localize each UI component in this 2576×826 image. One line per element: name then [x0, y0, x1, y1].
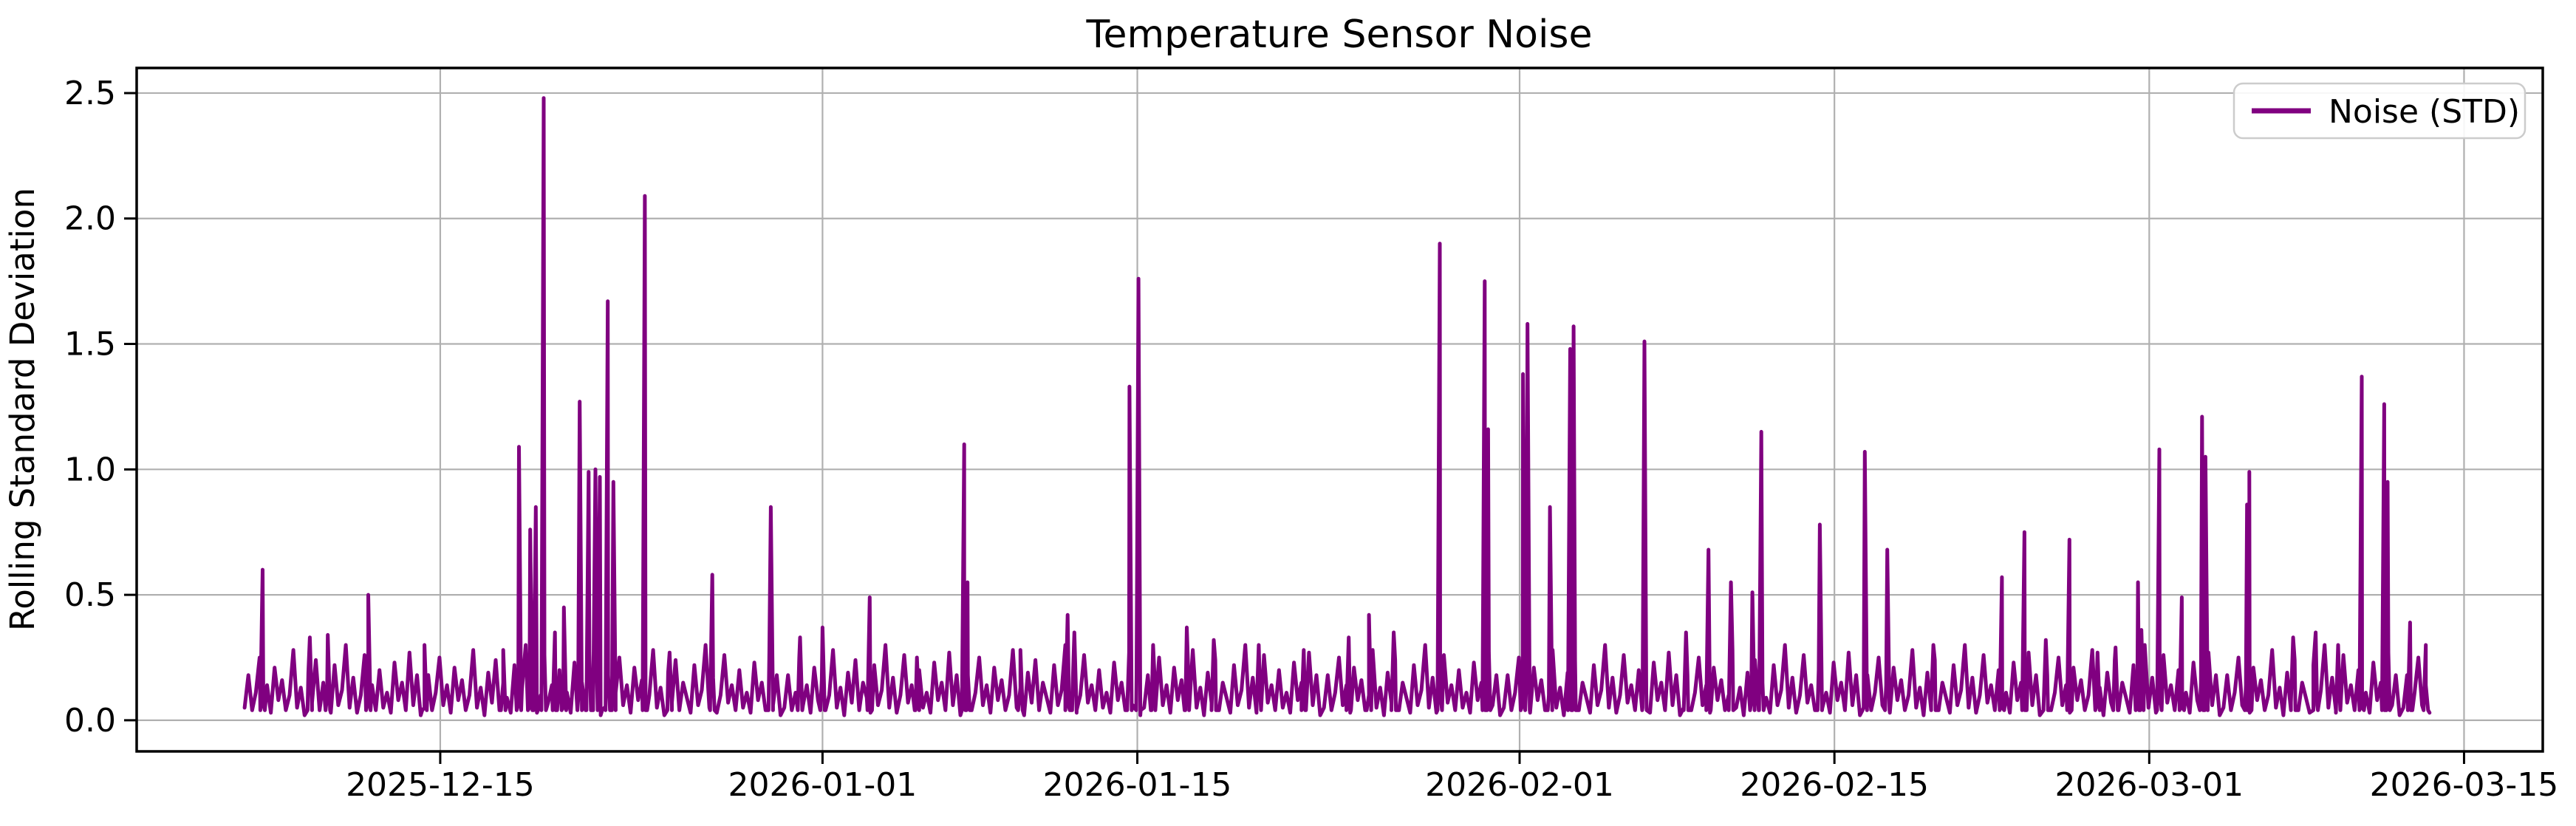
x-tick-label: 2025-12-15 [346, 766, 535, 804]
gridlines [137, 68, 2543, 751]
y-tick-label: 0.0 [64, 702, 116, 740]
chart-title: Temperature Sensor Noise [1086, 13, 1593, 57]
x-tick-label: 2026-02-01 [1425, 766, 1614, 804]
y-tick-label: 1.0 [64, 451, 116, 488]
y-tick-label: 2.0 [64, 200, 116, 238]
y-axis-ticks: 0.0 0.5 1.0 1.5 2.0 2.5 [64, 75, 137, 740]
x-tick-label: 2026-03-01 [2054, 766, 2244, 804]
series-noise-std [242, 96, 2432, 717]
legend-label: Noise (STD) [2329, 93, 2520, 131]
plot-area-border [135, 66, 2544, 753]
legend-box [2232, 82, 2527, 140]
x-tick-label: 2026-02-15 [1740, 766, 1929, 804]
x-tick-label: 2026-01-01 [728, 766, 918, 804]
y-tick-label: 2.5 [64, 75, 116, 112]
y-axis-label: Rolling Standard Deviation [3, 188, 42, 631]
legend: Noise (STD) [2232, 82, 2527, 140]
x-tick-label: 2026-03-15 [2370, 766, 2559, 804]
y-tick-label: 1.5 [64, 326, 116, 363]
x-tick-label: 2026-01-15 [1043, 766, 1232, 804]
y-tick-label: 0.5 [64, 576, 116, 614]
noise-std-line [242, 96, 2432, 717]
x-axis-ticks: 2025-12-15 2026-01-01 2026-01-15 2026-02-01… [346, 751, 2558, 804]
